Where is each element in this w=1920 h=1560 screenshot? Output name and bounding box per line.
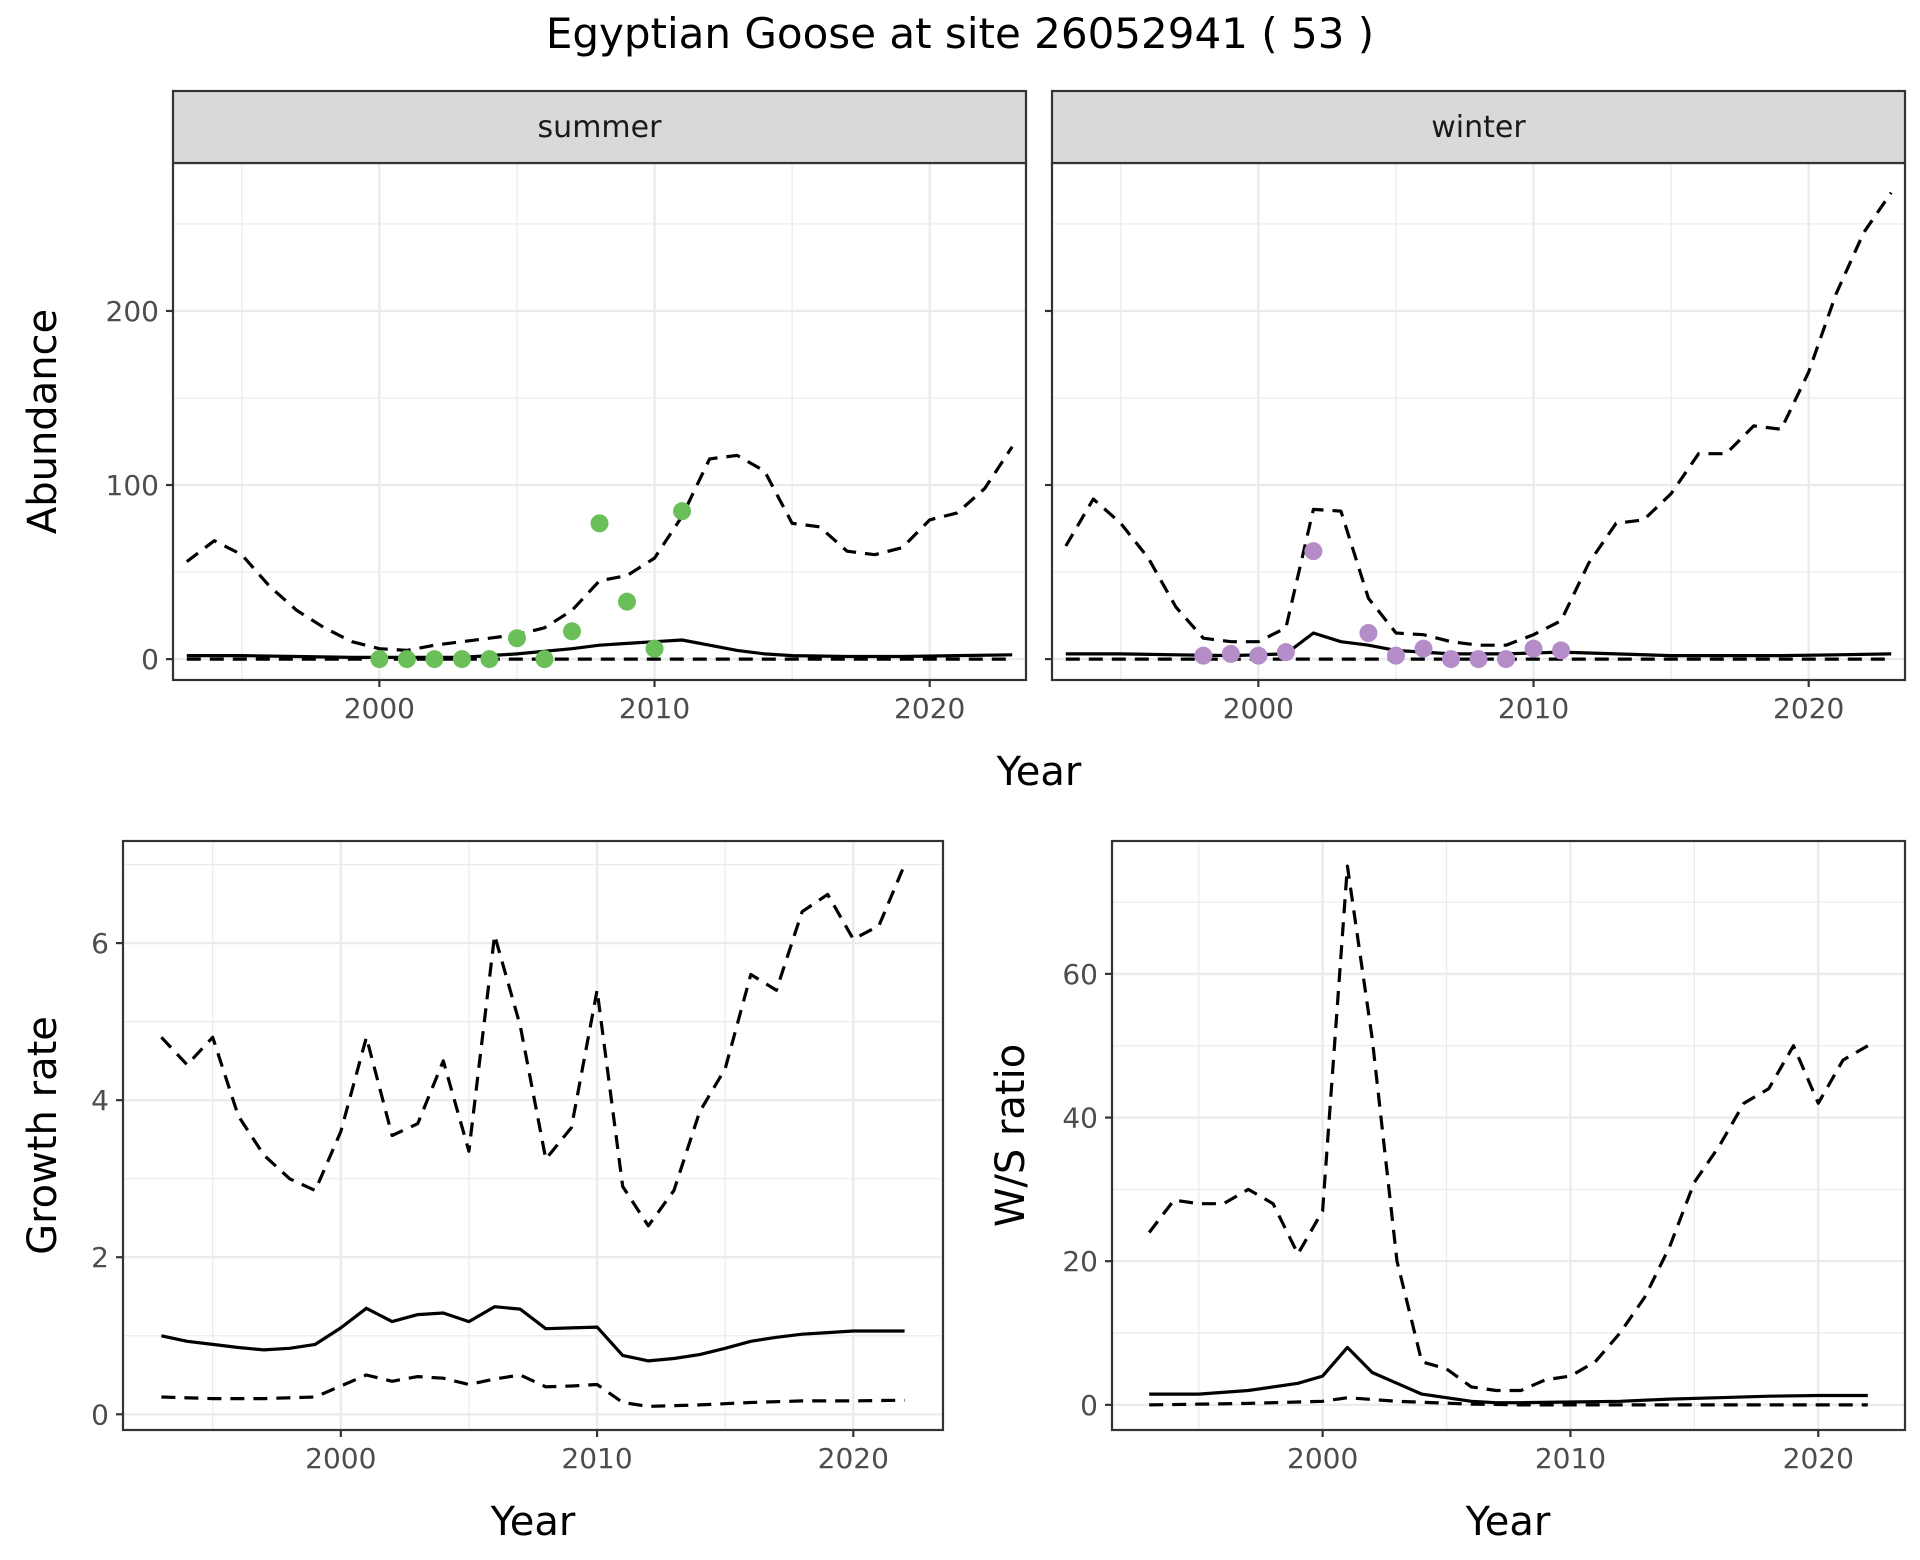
- lower-bound-line: [1149, 1396, 1868, 1407]
- data-point: [673, 502, 692, 521]
- panel-ws-ratio: 2000 2010 2020 0 20 40 60: [1062, 839, 1907, 1475]
- data-point: [452, 650, 471, 669]
- x-axis-label: Year: [996, 749, 1082, 795]
- y-axis-label: W/S ratio: [988, 1044, 1034, 1227]
- panel-growth-rate: 2000 2010 2020 0 2 4 6: [91, 839, 945, 1475]
- x-tick-label: 2000: [1287, 1442, 1358, 1475]
- x-tick-label: 2000: [1223, 692, 1294, 725]
- y-tick-label: 0: [1080, 1389, 1098, 1422]
- y-tick-label: 2: [91, 1241, 109, 1274]
- x-tick-label: 2010: [561, 1442, 632, 1475]
- x-axis-label: Year: [1465, 1499, 1551, 1545]
- data-point: [1414, 639, 1433, 658]
- data-point: [1249, 646, 1268, 665]
- data-point: [1276, 643, 1295, 662]
- data-point: [645, 639, 664, 658]
- y-tick-label: 200: [106, 295, 159, 328]
- y-tick-label: 100: [106, 469, 159, 502]
- panel-border: [1110, 839, 1907, 1432]
- upper-bound-line: [1147, 864, 1869, 1393]
- data-point: [425, 650, 444, 669]
- data-point: [562, 622, 581, 641]
- data-point: [397, 650, 416, 669]
- x-tick-label: 2010: [1498, 692, 1569, 725]
- data-point: [1194, 646, 1213, 665]
- estimate-line: [1149, 1345, 1868, 1405]
- chart-title: Egyptian Goose at site 26052941 ( 53 ): [546, 9, 1374, 58]
- lower-bound-line: [161, 1373, 905, 1408]
- y-tick-label: 0: [141, 643, 159, 676]
- upper-bound-line: [160, 863, 907, 1228]
- data-point: [618, 592, 637, 611]
- panel-background: [123, 841, 943, 1430]
- data-point: [1359, 624, 1378, 642]
- data-point: [1304, 542, 1323, 561]
- x-tick-label: 2000: [305, 1442, 376, 1475]
- panel-background: [1052, 163, 1905, 680]
- y-axis-label: Growth rate: [20, 1016, 66, 1255]
- x-tick-label: 2020: [1783, 1442, 1854, 1475]
- y-tick-label: 40: [1062, 1102, 1098, 1135]
- x-tick-label: 2000: [344, 692, 415, 725]
- estimate-line: [186, 638, 1013, 659]
- y-tick-label: 0: [91, 1398, 109, 1431]
- panel-background: [1112, 841, 1905, 1430]
- panel-winter: 2000 2010 2020 winter: [1045, 89, 1907, 725]
- panel-border: [121, 839, 945, 1432]
- facet-label: summer: [538, 110, 663, 145]
- panel-background: [173, 163, 1026, 680]
- x-tick-label: 2010: [619, 692, 690, 725]
- x-tick-label: 2010: [1535, 1442, 1606, 1475]
- data-point: [1386, 646, 1405, 665]
- data-point: [480, 650, 499, 669]
- facet-label: winter: [1431, 110, 1526, 145]
- data-point: [1497, 650, 1516, 669]
- upper-bound-line: [185, 445, 1014, 652]
- data-point: [370, 650, 389, 669]
- data-point: [1469, 650, 1488, 669]
- data-point: [507, 629, 526, 648]
- data-point: [1524, 639, 1543, 658]
- x-axis-label: Year: [490, 1499, 576, 1545]
- y-tick-label: 20: [1062, 1245, 1098, 1278]
- facet-strip: [1050, 89, 1907, 165]
- estimate-line: [161, 1305, 905, 1363]
- x-tick-label: 2020: [1773, 692, 1844, 725]
- x-tick-label: 2020: [818, 1442, 889, 1475]
- y-tick-label: 4: [91, 1084, 109, 1117]
- y-tick-label: 60: [1062, 958, 1098, 991]
- y-tick-label: 6: [91, 927, 109, 960]
- data-point: [1221, 644, 1240, 663]
- data-point: [1552, 641, 1571, 660]
- x-tick-label: 2020: [894, 692, 965, 725]
- data-point: [1441, 650, 1460, 669]
- y-axis-label: Abundance: [20, 309, 66, 534]
- panel-summer: 2000 2010 2020 0 100 200 summer: [106, 89, 1028, 725]
- data-point: [590, 514, 609, 533]
- facet-strip: [171, 89, 1028, 165]
- data-point: [535, 650, 554, 669]
- upper-bound-line: [1064, 191, 1893, 647]
